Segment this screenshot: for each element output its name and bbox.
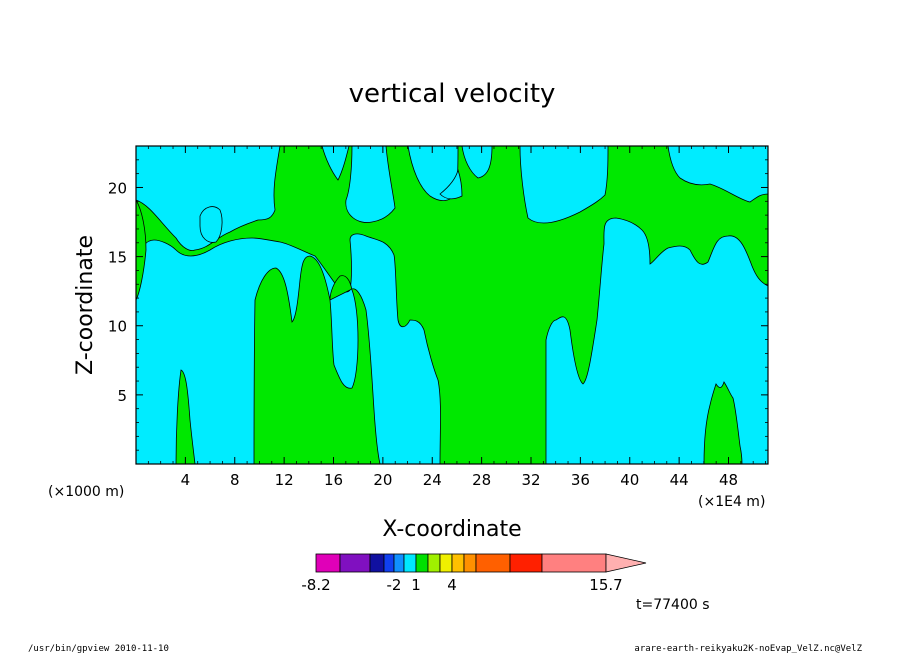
x-tick-label: 12 bbox=[275, 471, 294, 489]
y-tick-label: 5 bbox=[117, 387, 127, 405]
colorbar-label: -8.2 bbox=[301, 576, 330, 594]
positive-velocity-regions bbox=[135, 145, 769, 465]
colorbar-segment bbox=[541, 553, 607, 573]
x-tick-label: 8 bbox=[230, 471, 240, 489]
plot-frame bbox=[135, 145, 769, 465]
colorbar-arrow bbox=[605, 553, 647, 573]
positive-region-3 bbox=[175, 369, 196, 465]
x-tick-label: 48 bbox=[719, 471, 738, 489]
colorbar-segment bbox=[427, 553, 441, 573]
colorbar-segment bbox=[383, 553, 395, 573]
x-unit-right: (×1E4 m) bbox=[698, 494, 765, 510]
colorbar-segment bbox=[403, 553, 417, 573]
x-axis-title: X-coordinate bbox=[382, 517, 521, 542]
colorbar-label: -2 bbox=[387, 576, 402, 594]
colorbar-segment bbox=[415, 553, 429, 573]
footer-right: arare-earth-reikyaku2K-noEvap_VelZ.nc@Ve… bbox=[634, 644, 862, 654]
chart-title: vertical velocity bbox=[349, 79, 556, 109]
y-axis-title: Z-coordinate bbox=[73, 235, 98, 375]
positive-region-2 bbox=[135, 198, 147, 301]
y-tick-label: 10 bbox=[108, 318, 127, 336]
x-tick-label: 20 bbox=[373, 471, 392, 489]
colorbar-segment bbox=[463, 553, 477, 573]
time-label: t=77400 s bbox=[636, 597, 710, 613]
x-tick-label: 36 bbox=[571, 471, 590, 489]
x-unit-left: (×1000 m) bbox=[48, 484, 124, 500]
x-tick-label: 24 bbox=[423, 471, 442, 489]
colorbar-segment bbox=[451, 553, 465, 573]
x-tick-label: 44 bbox=[670, 471, 689, 489]
x-tick-label: 4 bbox=[181, 471, 191, 489]
colorbar-segment bbox=[393, 553, 405, 573]
colorbar-segment bbox=[339, 553, 371, 573]
x-tick-label: 40 bbox=[620, 471, 639, 489]
x-axis-ticks: 4 8 12 16 20 24 28 32 36 40 44 48 bbox=[147, 146, 766, 489]
colorbar-segment bbox=[315, 553, 341, 573]
footer-left: /usr/bin/gpview 2010-11-10 bbox=[28, 644, 169, 654]
x-tick-label: 32 bbox=[521, 471, 540, 489]
positive-region-4 bbox=[253, 255, 381, 465]
colorbar-segment bbox=[509, 553, 543, 573]
colorbar-segment bbox=[439, 553, 453, 573]
x-tick-label: 28 bbox=[472, 471, 491, 489]
colorbar-segment bbox=[369, 553, 385, 573]
x-tick-label: 16 bbox=[324, 471, 343, 489]
y-axis-ticks: 5 10 15 20 bbox=[108, 159, 768, 451]
negative-island-1 bbox=[199, 206, 223, 243]
positive-region-5 bbox=[703, 381, 743, 465]
positive-region-1 bbox=[135, 145, 769, 465]
colorbar-label: 1 bbox=[411, 576, 421, 594]
colorbar-label: 15.7 bbox=[589, 576, 622, 594]
colorbar: -8.2 -2 1 4 15.7 bbox=[301, 553, 647, 594]
y-tick-label: 20 bbox=[108, 179, 127, 197]
y-tick-label: 15 bbox=[108, 249, 127, 267]
negative-island-2 bbox=[439, 168, 463, 200]
colorbar-segment bbox=[475, 553, 511, 573]
colorbar-label: 4 bbox=[447, 576, 457, 594]
